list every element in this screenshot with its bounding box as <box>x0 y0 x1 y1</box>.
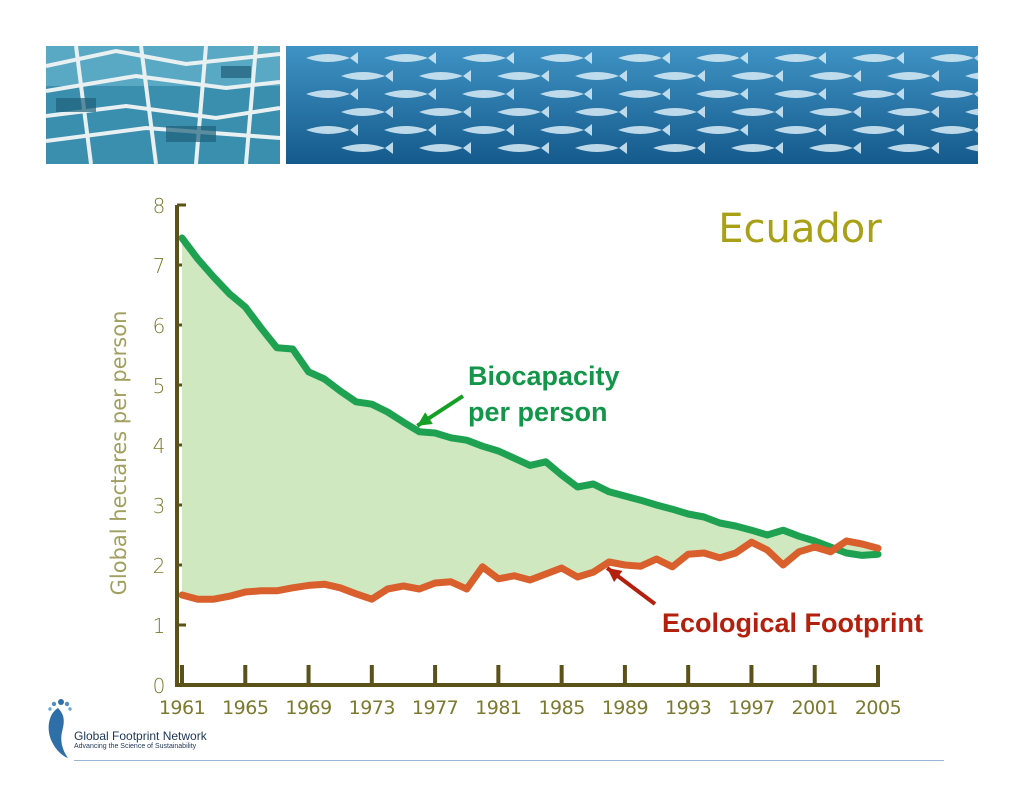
fish-shape <box>306 52 358 64</box>
fish-shape <box>306 88 358 100</box>
fish-shape <box>696 124 748 136</box>
x-tick-label: 1985 <box>538 697 584 719</box>
y-tick-label: 4 <box>153 434 166 458</box>
y-tick-label: 6 <box>153 314 166 338</box>
fish-shape <box>887 106 939 118</box>
fish-shape <box>852 52 904 64</box>
x-tick-label: 1989 <box>602 697 648 719</box>
fish-shape <box>774 52 826 64</box>
footprint-arrowhead <box>607 568 623 583</box>
fish-shape <box>809 142 861 154</box>
footer-divider <box>74 760 944 761</box>
fish-shape <box>497 142 549 154</box>
fish-shape <box>965 108 978 116</box>
x-tick-label: 1973 <box>349 697 395 719</box>
footprint-logo-icon <box>48 699 72 758</box>
fish-shape <box>341 70 393 82</box>
fish-shape <box>540 88 592 100</box>
fish-shape <box>497 70 549 82</box>
fish-shape <box>930 90 978 98</box>
fish-shape <box>462 88 514 100</box>
fish-shape <box>384 88 436 100</box>
footprint-label: Ecological Footprint <box>662 608 923 638</box>
fish-shape <box>965 144 978 152</box>
fish-shape <box>965 72 978 80</box>
fish-shape <box>419 142 471 154</box>
fish-shape <box>575 106 627 118</box>
fish-shape <box>731 142 783 154</box>
fish-shape <box>774 124 826 136</box>
fish-shape <box>618 52 670 64</box>
fish-shape <box>653 106 705 118</box>
fish-shape <box>852 124 904 136</box>
y-tick-label: 2 <box>153 554 166 578</box>
y-tick-label: 5 <box>153 374 166 398</box>
y-axis-ticks: 0 1 2 3 4 5 6 7 8 <box>153 194 186 698</box>
fish-shape <box>887 70 939 82</box>
fish-shape <box>575 70 627 82</box>
boats-photo <box>46 46 280 164</box>
fish-shape <box>653 70 705 82</box>
biocapacity-gap-area <box>182 238 878 600</box>
x-tick-label: 1981 <box>475 697 521 719</box>
biocapacity-label-line1: Biocapacity <box>468 361 620 391</box>
fish-shape <box>341 142 393 154</box>
x-tick-label: 1993 <box>665 697 711 719</box>
fish-shape <box>887 142 939 154</box>
x-tick-label: 1965 <box>222 697 268 719</box>
fish-shape <box>497 106 549 118</box>
data-points <box>181 237 879 600</box>
fish-shape <box>540 124 592 136</box>
fish-shape <box>809 70 861 82</box>
y-tick-label: 8 <box>153 194 166 218</box>
fish-shape <box>341 106 393 118</box>
logo: Global Footprint Network Advancing the S… <box>44 694 244 764</box>
x-axis-ticks: 1961 1965 1969 1973 1977 1981 1985 1989 1993 1997… <box>159 665 902 719</box>
y-tick-label: 1 <box>153 614 166 638</box>
fish-shape <box>462 52 514 64</box>
fish-shape <box>731 106 783 118</box>
fish-shape <box>306 124 358 136</box>
fish-shape <box>653 142 705 154</box>
fish-shape <box>731 70 783 82</box>
x-tick-label: 1997 <box>728 697 774 719</box>
y-axis-label: Global hectares per person <box>107 311 131 596</box>
fish-shape <box>419 106 471 118</box>
fish-shape <box>852 88 904 100</box>
x-tick-label: 1977 <box>412 697 458 719</box>
fish-shape <box>696 52 748 64</box>
x-tick-label: 1969 <box>285 697 331 719</box>
fish-shape <box>774 88 826 100</box>
x-tick-label: 1961 <box>159 697 205 719</box>
y-tick-label: 0 <box>153 674 166 698</box>
biocapacity-label-line2: per person <box>468 397 608 427</box>
y-tick-label: 3 <box>153 494 166 518</box>
biocapacity-arrowhead <box>417 412 433 426</box>
fish-shape <box>575 142 627 154</box>
fish-shape <box>618 124 670 136</box>
fish-shape <box>462 124 514 136</box>
chart-title: Ecuador <box>718 206 882 252</box>
footprint-annotation: Ecological Footprint <box>605 566 923 638</box>
logo-tagline: Advancing the Science of Sustainability <box>74 743 197 750</box>
fish-shape <box>618 88 670 100</box>
fish-shape <box>930 126 978 134</box>
y-tick-label: 7 <box>153 254 166 278</box>
logo-name: Global Footprint Network <box>74 729 207 743</box>
fish-shape <box>540 52 592 64</box>
fish-shape <box>930 54 978 62</box>
biocapacity-annotation: Biocapacity per person <box>416 361 620 428</box>
fish-school-photo <box>286 46 978 164</box>
x-tick-label: 2005 <box>855 697 901 719</box>
fish-shape <box>384 52 436 64</box>
x-tick-label: 2001 <box>792 697 838 719</box>
fish-shape <box>384 124 436 136</box>
fish-shape <box>696 88 748 100</box>
fish-shape <box>809 106 861 118</box>
fish-shape <box>419 70 471 82</box>
